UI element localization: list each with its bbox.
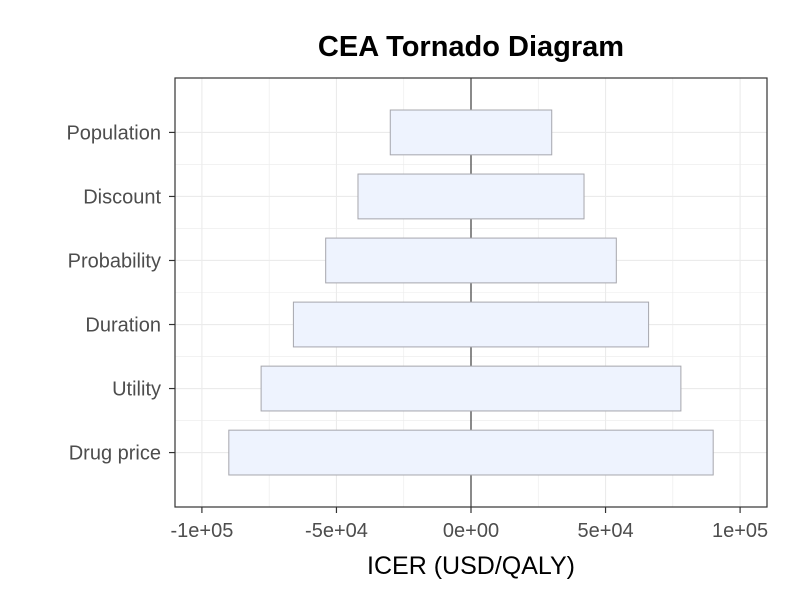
y-tick-label: Utility bbox=[112, 379, 161, 401]
x-tick-label: -1e+05 bbox=[170, 520, 233, 542]
x-tick-label: 0e+00 bbox=[443, 520, 499, 542]
bar-utility bbox=[260, 365, 682, 412]
y-tick-label: Probability bbox=[68, 250, 161, 272]
bar-discount bbox=[357, 173, 585, 220]
x-tick-label: 5e+04 bbox=[577, 520, 633, 542]
bar-duration bbox=[292, 301, 650, 348]
x-axis: -1e+05 -5e+04 0e+00 5e+04 1e+05 bbox=[170, 507, 768, 542]
bar-probability bbox=[325, 237, 617, 284]
bars bbox=[228, 109, 714, 476]
chart-title: CEA Tornado Diagram bbox=[318, 31, 624, 63]
bar-drug-price bbox=[228, 429, 714, 476]
y-tick-label: Drug price bbox=[69, 443, 161, 465]
y-tick-label: Discount bbox=[83, 186, 161, 208]
y-tick-label: Population bbox=[66, 122, 161, 144]
y-axis: Population Discount Probability Duration Uti… bbox=[66, 122, 175, 465]
x-axis-title: ICER (USD/QALY) bbox=[367, 552, 575, 580]
y-tick-label: Duration bbox=[85, 315, 161, 337]
x-tick-label: -5e+04 bbox=[305, 520, 368, 542]
x-tick-label: 1e+05 bbox=[712, 520, 768, 542]
bar-population bbox=[389, 109, 553, 156]
